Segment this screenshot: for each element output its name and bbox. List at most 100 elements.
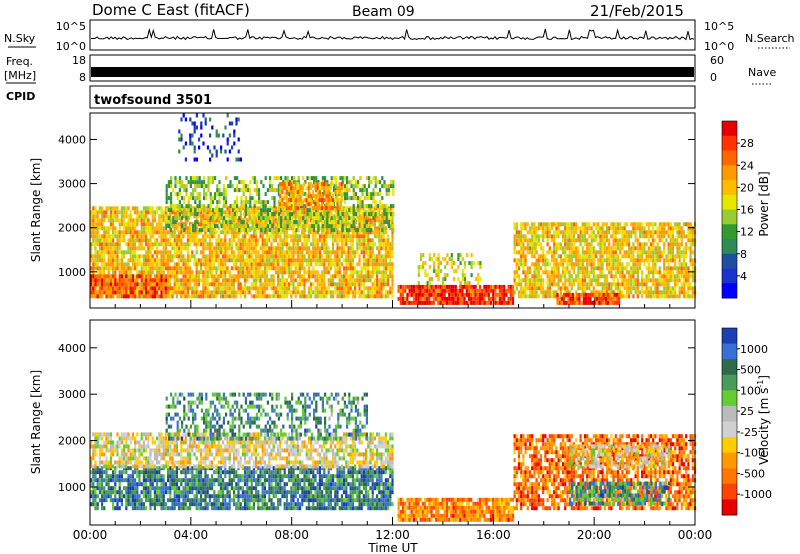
power-cell [90,266,93,271]
power-cell [272,222,275,227]
power-cell [248,250,251,255]
nsky-panel: N.Sky 10^5 10^0 10^5 10^0 N.Search [4,19,795,53]
power-cell [156,250,159,255]
power-cell [315,224,318,229]
power-cell [341,224,344,229]
power-cell [259,278,262,283]
power-cell [363,204,366,209]
power-cell [270,242,273,247]
power-cell [92,266,95,271]
power-cell [314,210,317,215]
power-cell [101,218,104,223]
power-cell [479,265,482,270]
power-cell [509,300,512,305]
power-cell [399,300,402,305]
power-cell [272,246,275,251]
power-cell [241,286,244,291]
power-cell [336,290,339,295]
power-cell [583,290,587,295]
power-cell [608,262,611,267]
power-cell [533,226,536,231]
power-cell [362,266,365,271]
power-cell [120,270,123,275]
power-cell [528,238,532,243]
power-cell [178,258,181,263]
power-cell [173,242,176,247]
power-cell [352,176,355,181]
power-cell [354,278,357,283]
power-cell [193,230,196,235]
power-cell [302,224,305,229]
power-cell [270,246,273,251]
power-cell [610,254,613,259]
power-cell [457,277,460,282]
power-cell [237,222,240,227]
power-cell [284,176,287,181]
power-cell [303,266,306,271]
power-cell [250,242,253,247]
power-cell [546,226,549,231]
power-cell [142,294,145,299]
power-cell [351,254,354,259]
power-cell [181,184,184,189]
power-cell [570,282,573,287]
power-cell [378,270,381,275]
power-cell [603,274,606,279]
power-cell [307,294,310,299]
power-cell [360,250,363,255]
power-cell [303,206,306,211]
power-cell [213,282,216,287]
power-cell [226,230,229,235]
power-cell [561,266,565,271]
power-cell [570,230,573,235]
power-cell [503,300,506,305]
power-cell [614,254,617,259]
power-cell [257,290,260,295]
power-cell [513,250,516,255]
power-cell [367,206,370,211]
power-cell [348,216,351,221]
power-cell [542,254,545,259]
power-cell [603,234,606,239]
power-cell [336,238,339,243]
power-cell [387,274,390,279]
power-cell [330,224,333,229]
power-cell [217,258,220,263]
power-cell [285,194,288,199]
power-cell [354,192,357,197]
power-cell [281,230,284,235]
power-cell [136,210,139,215]
nave-tick-bottom: 0 [710,71,717,84]
power-cell [151,234,154,239]
power-cell [164,246,167,251]
power-cell [129,258,132,263]
power-cell [316,230,319,235]
power-cell [299,274,302,279]
power-cell [151,230,154,235]
power-cell [378,262,381,267]
power-cell [250,258,253,263]
power-cell [368,192,371,197]
power-cell [170,204,173,209]
power-cell [354,180,357,185]
power-cell [338,278,341,283]
power-cell [295,228,298,233]
power-cell [553,246,556,251]
power-cell [206,282,209,287]
power-cell [151,266,154,271]
power-cell [255,286,258,291]
power-cell [317,212,320,217]
power-cell [461,277,464,282]
power-cell [248,246,251,251]
power-cell [147,254,150,259]
power-cell [255,210,258,215]
power-cell [112,206,115,211]
power-cell [129,290,132,295]
power-cell [625,290,628,295]
power-cell [149,262,152,267]
power-cell [281,246,284,251]
beam-label: Beam 09 [352,4,415,20]
power-cell [180,278,183,283]
power-cell [138,230,141,235]
power-cell [454,284,457,289]
